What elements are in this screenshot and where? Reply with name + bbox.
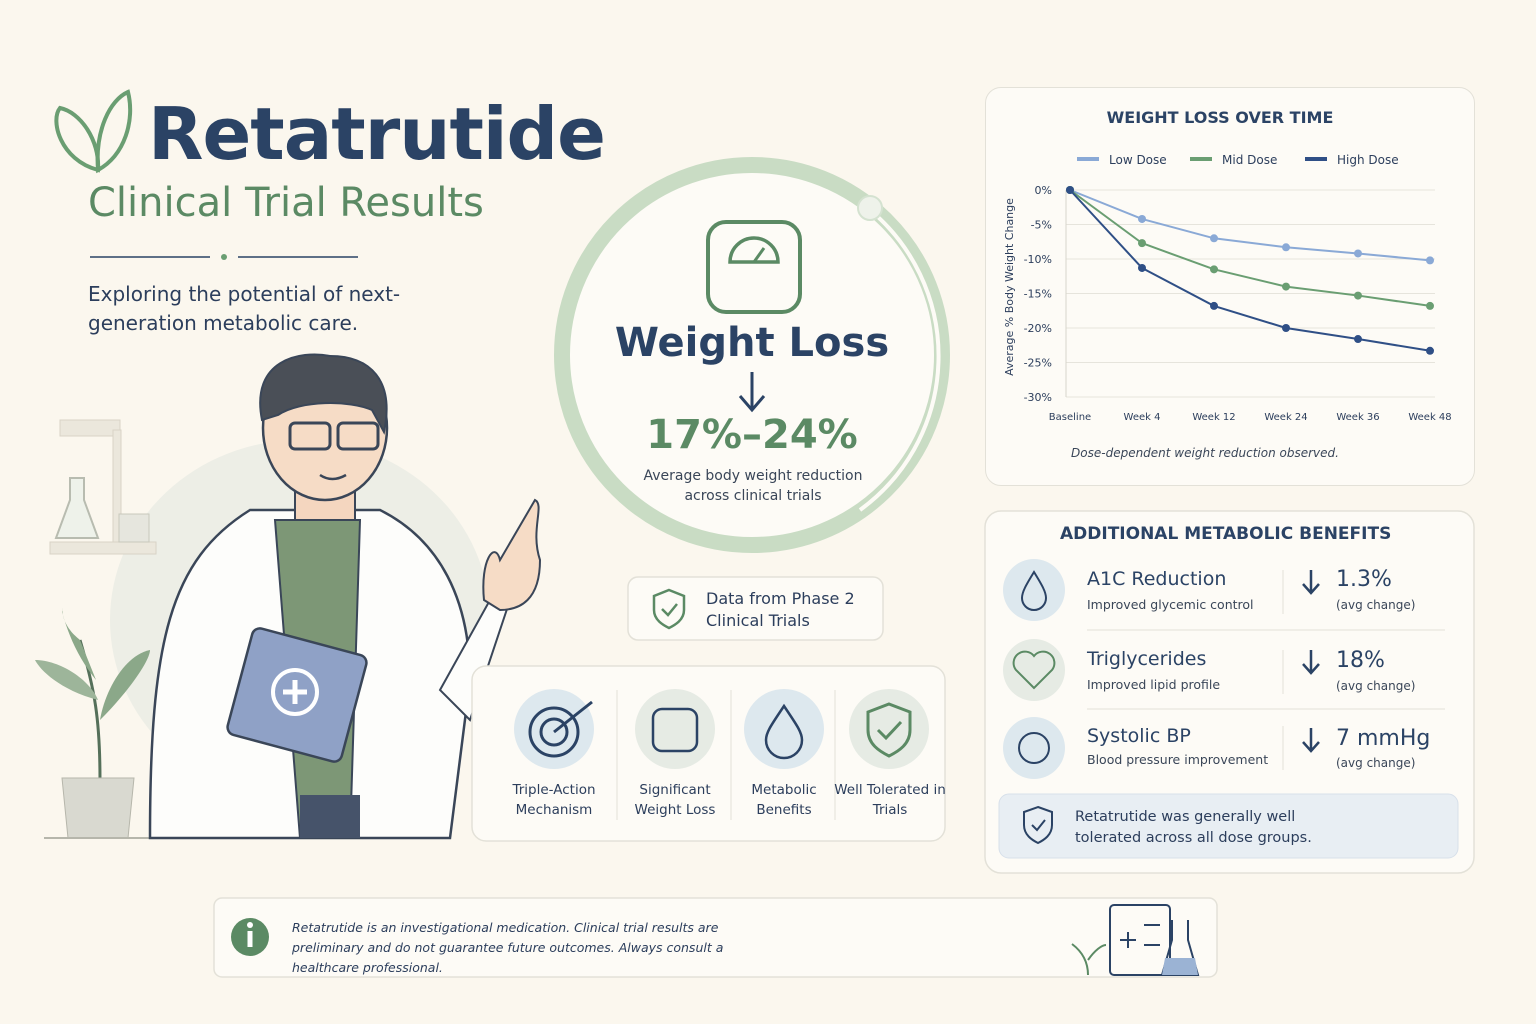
y-axis-label: Average % Body Weight Change [1003,198,1016,376]
highlight-value: 17%–24% [646,412,858,458]
subtitle: Clinical Trial Results [88,180,484,226]
chart-caption: Dose-dependent weight reduction observed… [1071,446,1339,460]
feature: Well Tolerated in Trials [834,782,946,818]
data-point [1066,186,1074,194]
data-point [1354,335,1362,344]
benefits-title: ADDITIONAL METABOLIC BENEFITS [1060,524,1392,544]
chart-panel [985,87,1475,486]
y-tick-label: -10% [1024,253,1052,266]
y-tick-label: -15% [1024,288,1052,301]
benefit-value: 1.3% [1336,567,1392,592]
x-tick-label: Baseline [1049,412,1091,423]
data-point [1282,324,1290,332]
legend-label: Mid Dose [1222,153,1277,167]
badge: Data from Phase 2 Clinical Trials [706,589,855,630]
benefit-description: Improved glycemic control [1087,597,1254,612]
benefit-note: (avg change) [1336,756,1416,770]
x-tick-label: Week 48 [1408,412,1451,423]
highlight-description: Average body weight reduction across cli… [643,468,863,504]
legend-label: High Dose [1337,153,1399,167]
data-point [1210,301,1218,310]
y-tick-label: -20% [1024,322,1052,335]
series-line [1069,189,1431,307]
data-point [1426,256,1434,265]
x-tick-label: Week 36 [1336,412,1379,423]
data-point [1354,249,1362,258]
data-point [1426,301,1434,310]
title: Retatrutide [148,92,606,176]
y-tick-label: -5% [1031,219,1052,232]
data-point [1138,263,1146,272]
tagline: Exploring the potential of next-generati… [88,282,401,335]
data-point [1282,282,1290,291]
benefit-name: Triglycerides [1087,648,1207,670]
benefit-description: Blood pressure improvement [1087,752,1269,767]
legend-label: Low Dose [1109,153,1167,167]
chart-title: WEIGHT LOSS OVER TIME [1107,108,1334,127]
feature: Metabolic Benefits [751,782,817,818]
benefit-note: (avg change) [1336,679,1416,693]
benefit-description: Improved lipid profile [1087,677,1221,692]
benefit-name: A1C Reduction [1087,568,1227,590]
data-point [1210,265,1218,274]
x-tick-label: Week 24 [1264,412,1307,423]
y-tick-label: -30% [1024,391,1052,404]
y-tick-label: -25% [1024,357,1052,370]
series-line [1069,189,1431,352]
chart: WEIGHT LOSS OVER TIME Average % Body Wei… [1003,108,1452,460]
highlight-label: Weight Loss [614,320,890,366]
feature: Triple-Action Mechanism [512,782,596,818]
data-point [1138,239,1146,248]
feature: Significant Weight Loss [634,782,716,818]
series-line [1069,189,1431,262]
data-point [1282,243,1290,252]
disclaimer: Retatrutide is an investigational medica… [292,920,724,975]
data-point [1138,214,1146,223]
benefit-value: 18% [1336,648,1385,673]
benefit-note: (avg change) [1336,598,1416,612]
benefit-name: Systolic BP [1087,725,1191,747]
data-point [1426,346,1434,355]
data-point [1354,291,1362,300]
data-point [1210,234,1218,243]
tolerability-note: Retatrutide was generally well tolerated… [1075,809,1312,846]
y-tick-label: 0% [1035,184,1052,197]
x-tick-label: Week 4 [1124,412,1161,423]
x-tick-label: Week 12 [1192,412,1235,423]
benefit-value: 7 mmHg [1336,726,1431,751]
